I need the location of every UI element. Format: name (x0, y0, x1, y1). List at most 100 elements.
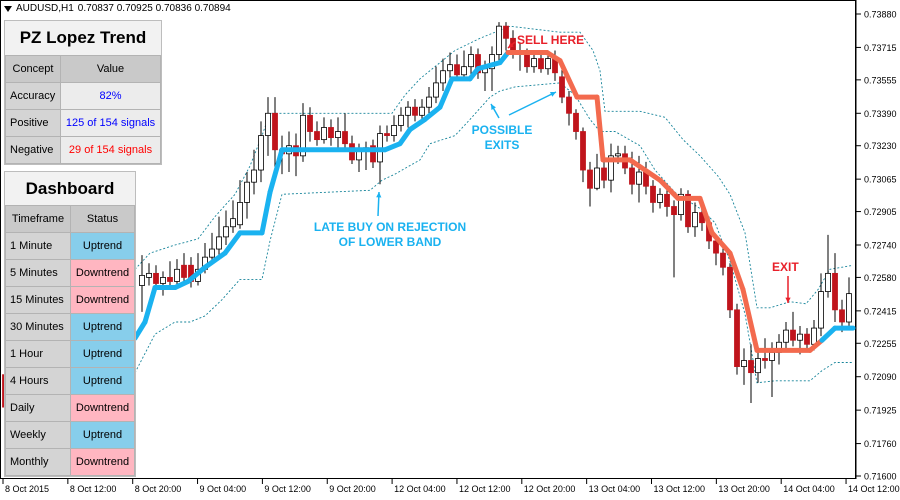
dashboard-status: Uptrend (70, 367, 135, 395)
candle (832, 253, 838, 322)
dropdown-triangle-icon[interactable] (4, 5, 12, 12)
candle (538, 52, 544, 73)
candle-body (251, 169, 257, 183)
trend-line-segment (557, 58, 580, 100)
dashboard-timeframe: 5 Minutes (5, 259, 71, 287)
candle-body (160, 277, 166, 284)
candle (251, 149, 257, 195)
candle-body (664, 193, 670, 207)
trend-line-segment (709, 230, 733, 256)
candle-body (538, 58, 544, 70)
candle-body (468, 54, 474, 68)
candle (335, 117, 341, 150)
candle-body (559, 76, 565, 98)
candle-body (153, 272, 159, 284)
candle (139, 255, 145, 312)
candle-body (755, 358, 761, 374)
dashboard-col-timeframe: Timeframe (5, 205, 71, 233)
candle (559, 68, 565, 104)
price-tick-label: 0.72905 (864, 207, 897, 217)
candle-body (167, 277, 173, 282)
candle (727, 263, 733, 318)
candle-body (727, 266, 733, 311)
time-tick-label: 14 Oct 12:00 (848, 484, 900, 494)
candle-body (265, 112, 271, 136)
candle (146, 263, 152, 286)
candle-body (734, 309, 740, 367)
candle-body (580, 131, 586, 171)
price-axis: 0.73880 0.73715 0.73555 0.73390 0.73230 0.730… (855, 0, 897, 482)
price-tick-label: 0.72415 (864, 306, 897, 316)
candle-body (783, 329, 789, 343)
price-tick-label: 0.72580 (864, 273, 897, 283)
candle-body (587, 169, 593, 189)
possible-exit-arrow-left-icon (490, 103, 500, 119)
dashboard-timeframe: 4 Hours (5, 367, 71, 395)
candle (692, 202, 698, 237)
late-buy-line2: OF LOWER BAND (338, 235, 442, 249)
trend-table: Concept Value Accuracy 82% Positive 125 … (5, 55, 161, 164)
dashboard-status: Uptrend (70, 340, 135, 368)
trend-panel-title: PZ Lopez Trend (5, 21, 161, 55)
annotation-arrows (376, 41, 791, 303)
trend-line-segment (475, 60, 503, 72)
dashboard-panel: Dashboard Timeframe Status 1 Minute Uptre… (4, 171, 136, 477)
price-tick-label: 0.73555 (864, 75, 897, 85)
candle (412, 99, 418, 122)
candle-body (307, 114, 313, 132)
dashboard-status: Uptrend (70, 421, 135, 449)
trend-line-segment (267, 147, 285, 195)
candle (825, 234, 831, 298)
dashboard-timeframe: Daily (5, 394, 71, 422)
candle-body (174, 268, 180, 282)
candle-body (258, 135, 264, 171)
candle (783, 322, 789, 351)
candle (566, 91, 572, 126)
price-tick-label: 0.73230 (864, 141, 897, 151)
time-axis: 8 Oct 2015 8 Oct 12:00 8 Oct 20:00 9 Oct 04… (2, 479, 900, 494)
time-tick-label: 12 Oct 20:00 (524, 484, 576, 494)
candle-body (531, 58, 537, 68)
candle-body (447, 64, 453, 72)
candle-body (342, 131, 348, 145)
sell-here-annotation: SELL HERE (517, 33, 584, 48)
price-tick-label: 0.73390 (864, 109, 897, 119)
candle (664, 188, 670, 217)
trend-line-segment (819, 325, 838, 343)
candle-body (524, 54, 530, 68)
trend-line-segment (727, 250, 746, 293)
candle (426, 86, 432, 116)
candle (405, 101, 411, 128)
candle-body (762, 358, 768, 361)
dashboard-status: Downtrend (70, 259, 135, 287)
trend-line-segment (382, 141, 403, 153)
dashboard-col-status: Status (70, 205, 135, 233)
time-tick-label: 9 Oct 20:00 (329, 484, 376, 494)
candle (258, 121, 264, 183)
dashboard-timeframe: Monthly (5, 448, 71, 476)
candle-body (804, 333, 810, 345)
time-tick-label: 9 Oct 04:00 (200, 484, 247, 494)
dashboard-timeframe: 1 Minute (5, 232, 71, 260)
dashboard-status: Downtrend (70, 448, 135, 476)
possible-exits-annotation: POSSIBLE EXITS (462, 123, 542, 153)
candle-body (398, 114, 404, 126)
candle-body (636, 171, 642, 185)
candle (594, 153, 600, 191)
candle-body (300, 114, 306, 157)
dashboard-status: Downtrend (70, 286, 135, 314)
candle (748, 344, 754, 404)
candle (244, 172, 250, 219)
candle (468, 46, 474, 79)
candle-body (685, 193, 691, 228)
candle-body (825, 272, 831, 293)
dashboard-table: Timeframe Status 1 Minute Uptrend 5 Minut… (5, 205, 135, 476)
trend-line-segment (627, 157, 663, 183)
trend-col-concept: Concept (5, 55, 61, 83)
candle-body (335, 131, 341, 139)
chart-ohlc: 0.70837 0.70925 0.70836 0.70894 (77, 3, 231, 14)
candle-body (475, 54, 481, 74)
trend-line-segment (185, 264, 208, 284)
trend-panel: PZ Lopez Trend Concept Value Accuracy 82… (4, 20, 162, 165)
candle (790, 311, 796, 347)
